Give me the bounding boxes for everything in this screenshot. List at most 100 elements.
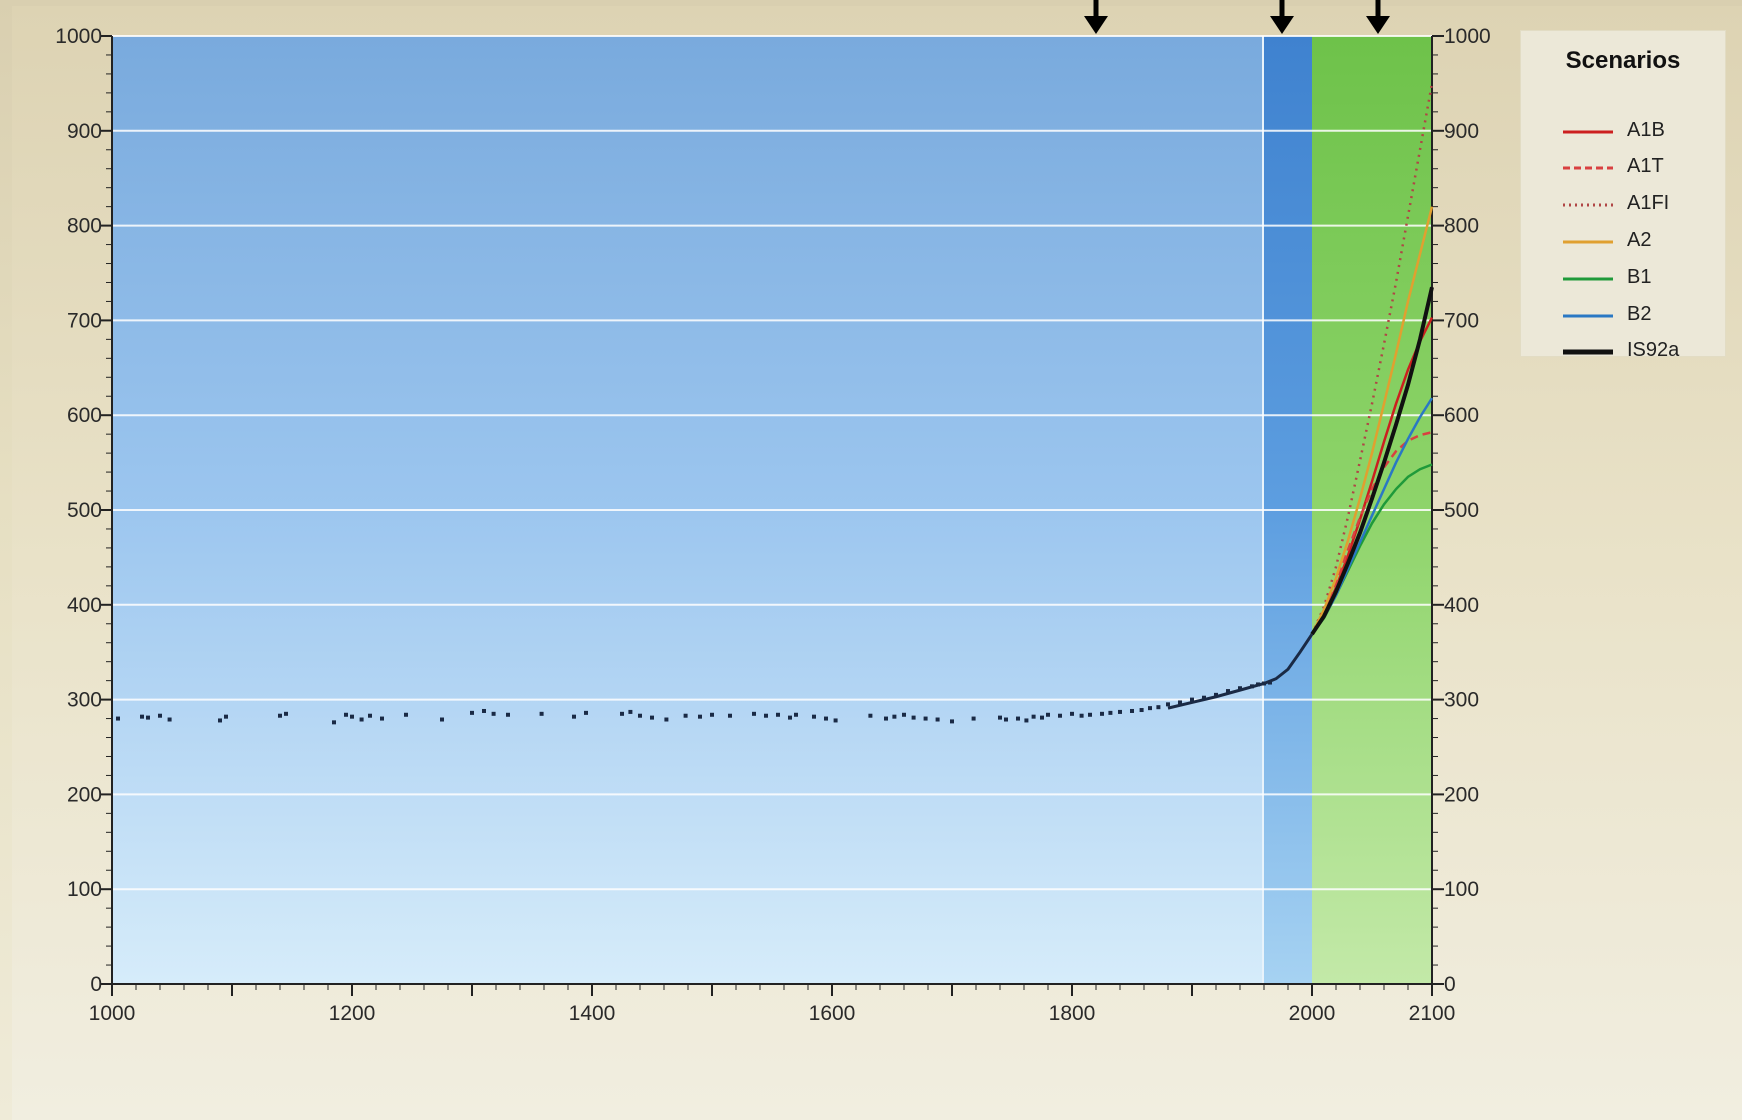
- legend-swatch-b2: [1563, 314, 1613, 318]
- legend-label-b2: B2: [1627, 303, 1652, 325]
- historical-point-60: [1088, 712, 1092, 717]
- historical-point-54: [1031, 714, 1036, 719]
- y-tick-label-right-1000: 1000: [1444, 25, 1491, 48]
- historical-point-5: [218, 718, 222, 723]
- y-tick-label-right-200: 200: [1444, 783, 1479, 806]
- y-tick-label-left-100: 100: [67, 878, 102, 901]
- x-tick-label-2000: 2000: [1289, 1002, 1336, 1025]
- historical-point-48: [950, 719, 954, 724]
- x-tick-label-1000: 1000: [89, 1002, 136, 1025]
- historical-point-34: [764, 713, 768, 718]
- series-line-a1t: [1310, 431, 1433, 635]
- series-line-a1fi: [1310, 83, 1434, 635]
- historical-point-32: [728, 713, 732, 718]
- historical-point-75: [1250, 684, 1254, 689]
- legend-label-b1: B1: [1627, 266, 1652, 288]
- legend-swatch-a1t: [1563, 166, 1613, 170]
- historical-point-14: [380, 716, 384, 721]
- historical-point-61: [1100, 711, 1104, 716]
- historical-point-38: [812, 714, 816, 719]
- historical-point-22: [572, 714, 576, 719]
- historical-point-66: [1148, 706, 1152, 711]
- legend-swatch-a1fi: [1563, 203, 1613, 207]
- historical-point-69: [1178, 700, 1182, 705]
- legend-swatch-is92a: [1563, 349, 1613, 355]
- historical-point-71: [1202, 695, 1206, 700]
- historical-point-43: [892, 714, 897, 719]
- historical-point-24: [620, 711, 624, 716]
- y-tick-label-left-300: 300: [67, 689, 102, 712]
- y-tick-label-right-400: 400: [1444, 594, 1479, 617]
- historical-point-10: [344, 712, 348, 717]
- legend-swatch-b1: [1563, 277, 1613, 281]
- historical-point-31: [710, 712, 714, 717]
- historical-point-41: [868, 713, 873, 718]
- historical-point-73: [1226, 689, 1230, 694]
- y-tick-label-right-900: 900: [1444, 120, 1479, 143]
- x-tick-label-1600: 1600: [809, 1002, 856, 1025]
- historical-point-51: [1004, 717, 1008, 722]
- x-tick-label-1400: 1400: [569, 1002, 616, 1025]
- historical-point-1: [140, 714, 144, 719]
- y-tick-label-left-700: 700: [67, 309, 102, 332]
- legend-label-is92a: IS92a: [1627, 339, 1680, 361]
- y-tick-label-left-1000: 1000: [55, 25, 102, 48]
- historical-point-44: [902, 712, 906, 717]
- x-tick-label-2100: 2100: [1409, 1002, 1456, 1025]
- historical-point-50: [998, 715, 1002, 720]
- arrow-head-2: [1366, 16, 1390, 34]
- historical-point-23: [584, 710, 588, 715]
- historical-point-67: [1156, 705, 1161, 710]
- historical-point-39: [824, 716, 828, 721]
- historical-point-20: [506, 712, 510, 717]
- historical-point-18: [482, 708, 486, 713]
- y-tick-label-right-500: 500: [1444, 499, 1479, 522]
- x-tick-label-1200: 1200: [329, 1002, 376, 1025]
- historical-point-65: [1139, 708, 1144, 713]
- series-line-a2: [1310, 206, 1434, 635]
- historical-point-58: [1070, 711, 1074, 716]
- historical-point-68: [1166, 702, 1170, 707]
- historical-point-3: [158, 713, 162, 718]
- series-line-is92a: [1310, 286, 1434, 636]
- legend-label-a1t: A1T: [1627, 155, 1664, 177]
- y-tick-label-left-200: 200: [67, 783, 102, 806]
- historical-point-59: [1079, 713, 1084, 718]
- legend-label-a1b: A1B: [1627, 119, 1665, 141]
- historical-point-64: [1130, 708, 1134, 713]
- historical-point-55: [1040, 715, 1044, 720]
- historical-point-63: [1118, 709, 1122, 714]
- historical-point-2: [146, 715, 150, 720]
- historical-point-33: [752, 711, 756, 716]
- historical-point-40: [833, 718, 838, 723]
- historical-point-9: [332, 720, 336, 725]
- arrow-head-0: [1084, 16, 1108, 34]
- historical-point-77: [1262, 681, 1266, 686]
- historical-point-16: [440, 717, 444, 722]
- historical-point-52: [1016, 716, 1020, 721]
- legend-title: Scenarios: [1565, 47, 1681, 74]
- historical-point-42: [884, 716, 888, 721]
- x-tick-label-1800: 1800: [1049, 1002, 1096, 1025]
- historical-point-35: [776, 712, 780, 717]
- historical-point-12: [359, 717, 364, 722]
- y-tick-label-left-500: 500: [67, 499, 102, 522]
- y-tick-label-left-0: 0: [90, 973, 102, 996]
- y-tick-label-left-600: 600: [67, 404, 102, 427]
- historical-point-27: [650, 715, 654, 720]
- legend-label-a2: A2: [1627, 229, 1652, 251]
- historical-point-21: [539, 711, 544, 716]
- historical-point-74: [1238, 686, 1242, 691]
- historical-point-29: [683, 713, 688, 718]
- y-tick-label-right-0: 0: [1444, 973, 1456, 996]
- y-tick-label-right-300: 300: [1444, 689, 1479, 712]
- historical-point-8: [284, 711, 288, 716]
- historical-point-78: [1268, 680, 1272, 685]
- arrow-head-1: [1270, 16, 1294, 34]
- historical-point-53: [1024, 718, 1029, 723]
- y-tick-label-left-400: 400: [67, 594, 102, 617]
- historical-point-45: [911, 715, 916, 720]
- historical-point-28: [664, 717, 669, 722]
